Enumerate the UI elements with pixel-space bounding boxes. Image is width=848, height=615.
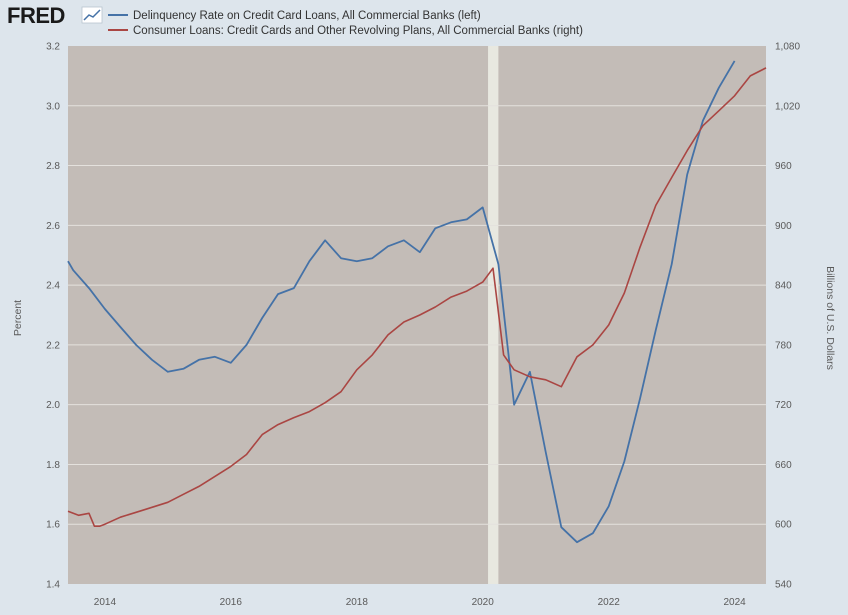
left-tick-label: 2.4 (46, 281, 60, 292)
legend: Delinquency Rate on Credit Card Loans, A… (108, 10, 583, 37)
plot-area (68, 46, 766, 584)
series-line-delinquency-rate (67, 60, 736, 544)
right-tick-label: 720 (775, 400, 792, 411)
right-tick-label: 960 (775, 161, 792, 172)
x-tick-label: 2016 (220, 597, 243, 608)
x-tick-label: 2020 (472, 597, 495, 608)
left-tick-label: 2.8 (46, 161, 60, 172)
right-tick-label: 660 (775, 460, 792, 471)
right-tick-label: 540 (775, 580, 792, 591)
x-tick-label: 2022 (598, 597, 621, 608)
right-tick-label: 780 (775, 340, 792, 351)
left-tick-label: 1.8 (46, 460, 60, 471)
left-axis-title: Percent (12, 300, 24, 336)
left-tick-label: 2.0 (46, 400, 60, 411)
series-layer (67, 60, 767, 544)
left-tick-label: 2.6 (46, 221, 60, 232)
series-line-consumer-loans (67, 67, 767, 528)
right-axis: 540 600 660 720 780 840 900 960 1,020 1,080 (775, 42, 800, 591)
grid-lines (68, 105, 766, 525)
left-tick-label: 2.2 (46, 340, 60, 351)
right-axis-title: Billions of U.S. Dollars (824, 266, 836, 370)
legend-item-delinquency: Delinquency Rate on Credit Card Loans, A… (108, 10, 481, 22)
right-tick-label: 1,020 (775, 101, 800, 112)
right-tick-label: 900 (775, 221, 792, 232)
right-tick-label: 840 (775, 281, 792, 292)
left-tick-label: 1.6 (46, 520, 60, 531)
x-tick-label: 2018 (346, 597, 369, 608)
left-tick-label: 1.4 (46, 580, 60, 591)
right-tick-label: 1,080 (775, 42, 800, 53)
fred-logo-graph-icon (81, 6, 103, 24)
recession-shading (488, 46, 499, 584)
x-tick-label: 2024 (723, 597, 746, 608)
legend-label-delinquency: Delinquency Rate on Credit Card Loans, A… (133, 10, 481, 22)
fred-logo-text: FRED (7, 3, 65, 28)
fred-logo[interactable]: FRED (7, 3, 103, 28)
right-tick-label: 600 (775, 520, 792, 531)
left-tick-label: 3.0 (46, 101, 60, 112)
recession-band (488, 46, 499, 584)
x-axis: 2014 2016 2018 2020 2022 2024 (94, 597, 746, 608)
legend-item-consumer-loans: Consumer Loans: Credit Cards and Other R… (108, 25, 583, 37)
x-tick-label: 2014 (94, 597, 117, 608)
legend-label-consumer-loans: Consumer Loans: Credit Cards and Other R… (133, 25, 583, 37)
left-tick-label: 3.2 (46, 42, 60, 53)
left-axis: 1.4 1.6 1.8 2.0 2.2 2.4 2.6 2.8 3.0 3.2 (46, 42, 60, 591)
